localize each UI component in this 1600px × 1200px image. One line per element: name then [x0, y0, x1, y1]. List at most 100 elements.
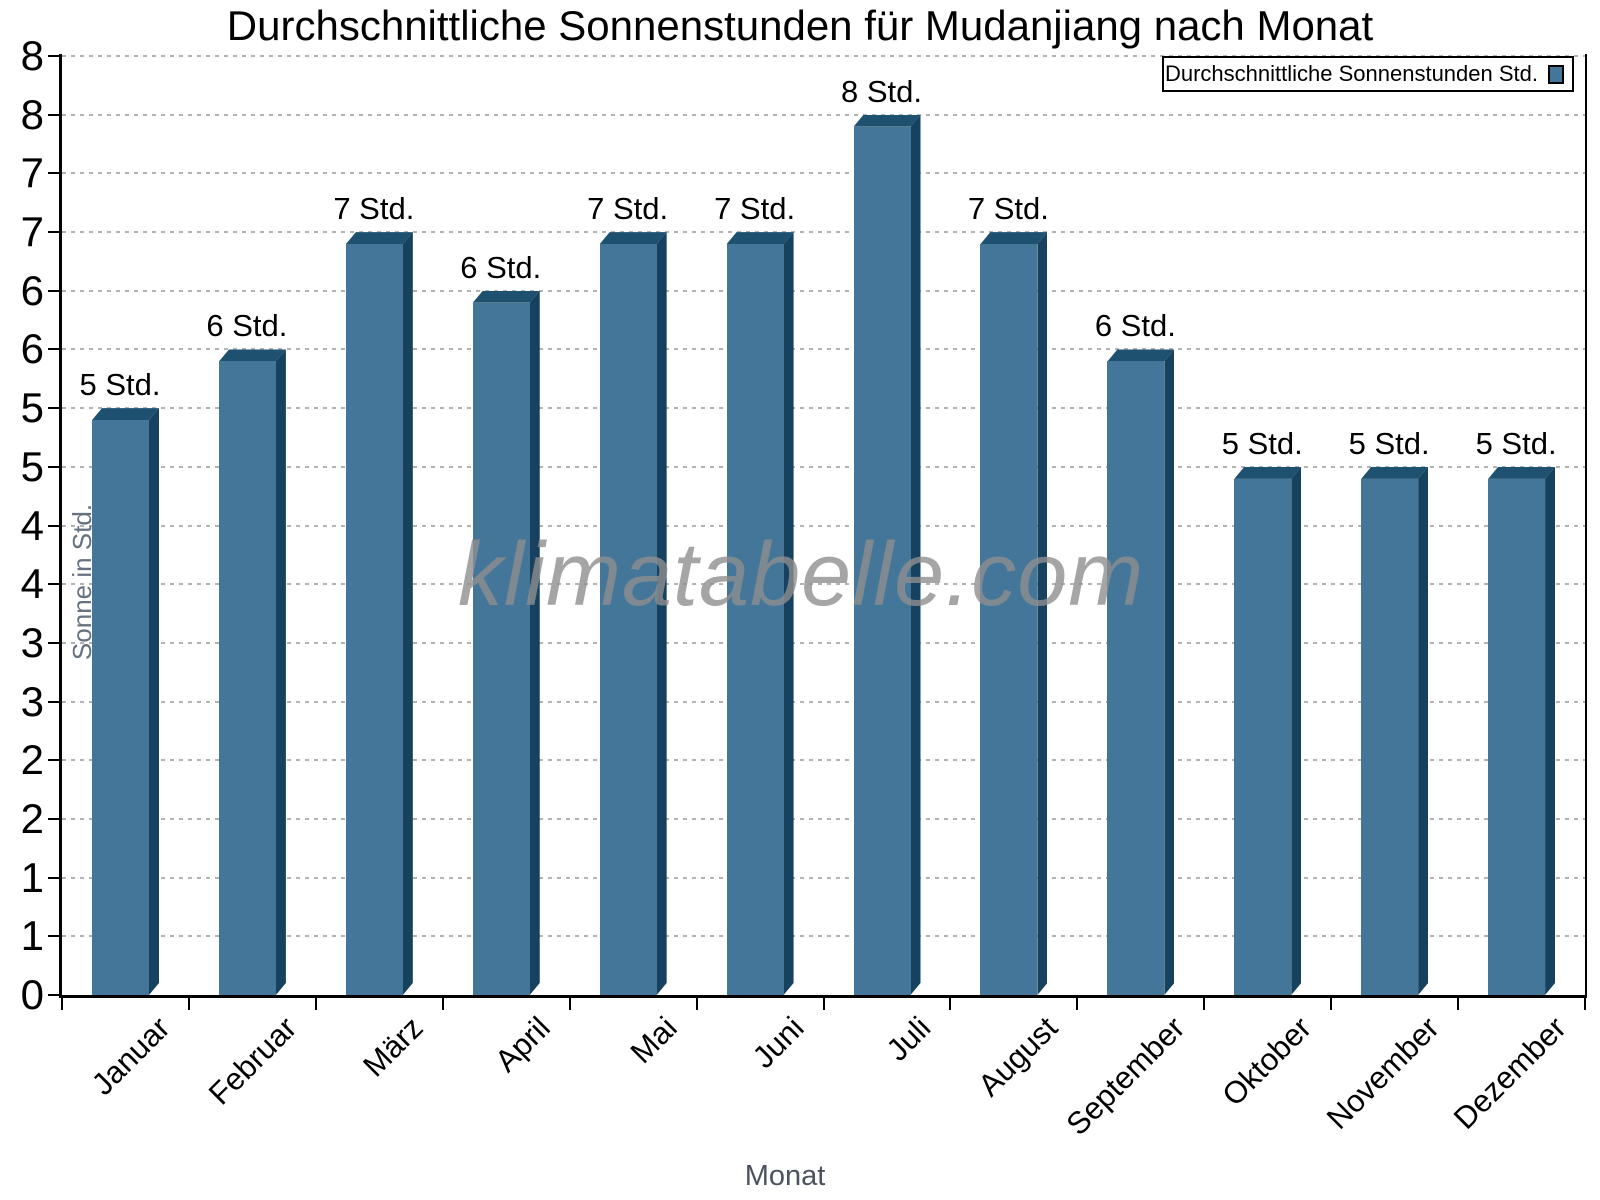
y-tick-label: 6 [20, 325, 44, 373]
bar-november [1361, 467, 1428, 995]
bar-side-face [784, 232, 794, 995]
legend-swatch-icon [1548, 64, 1564, 84]
y-tick [48, 55, 59, 57]
x-tick-label-oktober: Oktober [1215, 1010, 1319, 1113]
bar-top-face [600, 232, 667, 244]
x-tick-label-juli: Juli [880, 1010, 938, 1068]
bar-value-label: 7 Std. [714, 191, 796, 227]
y-tick-label: 4 [20, 501, 44, 549]
y-tick-label: 7 [20, 149, 44, 197]
bar-front-face [1488, 478, 1546, 995]
bar-top-face [1107, 349, 1174, 361]
y-tick-label: 2 [20, 794, 44, 842]
bar-side-face [911, 115, 921, 995]
bar-value-label: 5 Std. [1475, 425, 1557, 461]
bar-front-face [1361, 478, 1419, 995]
bar-oktober [1234, 467, 1301, 995]
bar-top-face [1361, 467, 1428, 479]
gridline [62, 641, 1585, 644]
x-tick [1457, 998, 1460, 1010]
bar-value-label: 7 Std. [333, 191, 415, 227]
x-tick [441, 998, 444, 1010]
x-tick [822, 998, 825, 1010]
y-tick-label: 3 [20, 618, 44, 666]
y-tick-label: 8 [20, 90, 44, 138]
gridline [62, 876, 1585, 879]
x-tick [61, 998, 63, 1010]
bar-value-label: 7 Std. [967, 191, 1049, 227]
bar-front-face [599, 244, 657, 995]
bar-top-face [1488, 467, 1555, 479]
y-tick [48, 172, 59, 175]
bar-value-label: 5 Std. [79, 367, 161, 403]
x-tick-label-februar: Februar [201, 1010, 304, 1112]
x-tick-label-september: September [1059, 1010, 1192, 1142]
plot-area: Sonne in Std. 0 1 1 2 2 3 3 4 4 5 5 6 6 7 7 8 8 5 Std. 6 S… [21, 32, 1587, 1018]
x-tick [695, 998, 698, 1010]
y-axis-title: Sonne in Std. [67, 503, 97, 661]
y-tick-label: 4 [20, 560, 44, 608]
x-axis-line [59, 995, 1587, 998]
bar-juli [853, 115, 921, 995]
x-tick-label-april: April [488, 1010, 557, 1079]
bar-top-face [980, 232, 1047, 244]
bar-märz [345, 232, 413, 995]
x-tick [1584, 998, 1586, 1010]
x-tick-label-märz: März [356, 1010, 431, 1084]
x-tick-label-dezember: Dezember [1446, 1010, 1573, 1136]
gridline [62, 348, 1585, 351]
x-tick-label-juni: Juni [745, 1010, 811, 1075]
bar-mai [599, 232, 667, 995]
bar-top-face [1234, 467, 1301, 479]
bar-side-face [1291, 467, 1301, 995]
bar-value-label: 5 Std. [1348, 425, 1430, 461]
x-axis-title: Monat [744, 1160, 826, 1192]
x-tick-label-november: November [1319, 1010, 1446, 1136]
bar-top-face [92, 408, 159, 420]
legend: Durchschnittliche Sonnenstunden Std. [1162, 56, 1574, 92]
gridline [62, 935, 1585, 938]
bar-top-face [727, 232, 794, 244]
bar-april [472, 291, 540, 995]
y-tick [48, 289, 59, 292]
y-tick [48, 231, 59, 234]
gridline [62, 759, 1585, 762]
y-tick-label: 5 [20, 384, 44, 432]
y-tick-label: 3 [20, 677, 44, 725]
bar-value-label: 5 Std. [1221, 425, 1303, 461]
chart-title: Durchschnittliche Sonnenstunden für Muda… [226, 2, 1374, 49]
gridline [62, 700, 1585, 703]
y-tick [48, 407, 59, 410]
bar-front-face [472, 302, 530, 995]
bar-value-label: 6 Std. [206, 308, 288, 344]
gridline [62, 113, 1585, 116]
gridline [62, 817, 1585, 820]
bar-side-face [276, 349, 286, 995]
bar-front-face [218, 361, 276, 995]
bar-top-face [854, 115, 921, 127]
x-tick [1076, 998, 1079, 1010]
bar-side-face [1037, 232, 1047, 995]
gridline [62, 172, 1585, 175]
bar-side-face [1545, 467, 1555, 995]
y-tick-label: 7 [20, 208, 44, 256]
bar-front-face [345, 244, 403, 995]
y-tick [48, 348, 59, 351]
bar-august [980, 232, 1047, 995]
gridline [62, 524, 1585, 527]
x-tick [187, 998, 190, 1010]
bar-side-face [530, 291, 540, 995]
y-tick [48, 465, 59, 468]
bar-side-face [657, 232, 667, 995]
right-border-line [1585, 54, 1587, 995]
y-tick-label: 8 [20, 32, 44, 79]
bar-side-face [403, 232, 413, 995]
x-tick [568, 998, 571, 1010]
x-tick [949, 998, 952, 1010]
bar-dezember [1488, 467, 1555, 995]
bar-september [1107, 349, 1174, 995]
bar-front-face [853, 126, 911, 995]
bar-front-face [1234, 478, 1292, 995]
bar-januar [92, 408, 159, 995]
